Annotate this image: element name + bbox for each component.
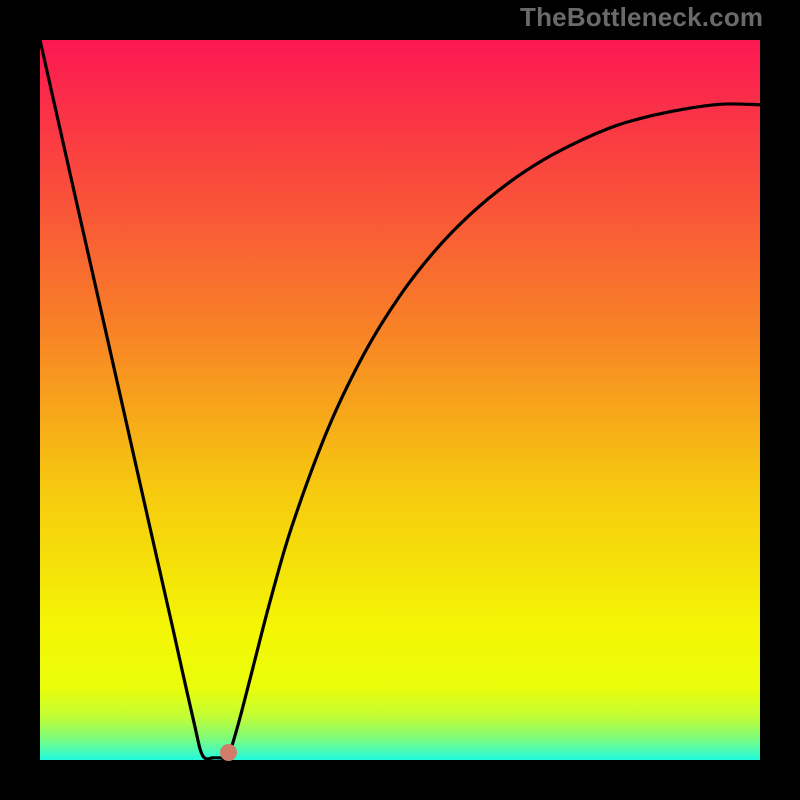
chart-frame: TheBottleneck.com (0, 0, 800, 800)
curve-layer (0, 0, 800, 800)
watermark-text: TheBottleneck.com (520, 2, 763, 33)
bottleneck-curve (40, 40, 760, 759)
